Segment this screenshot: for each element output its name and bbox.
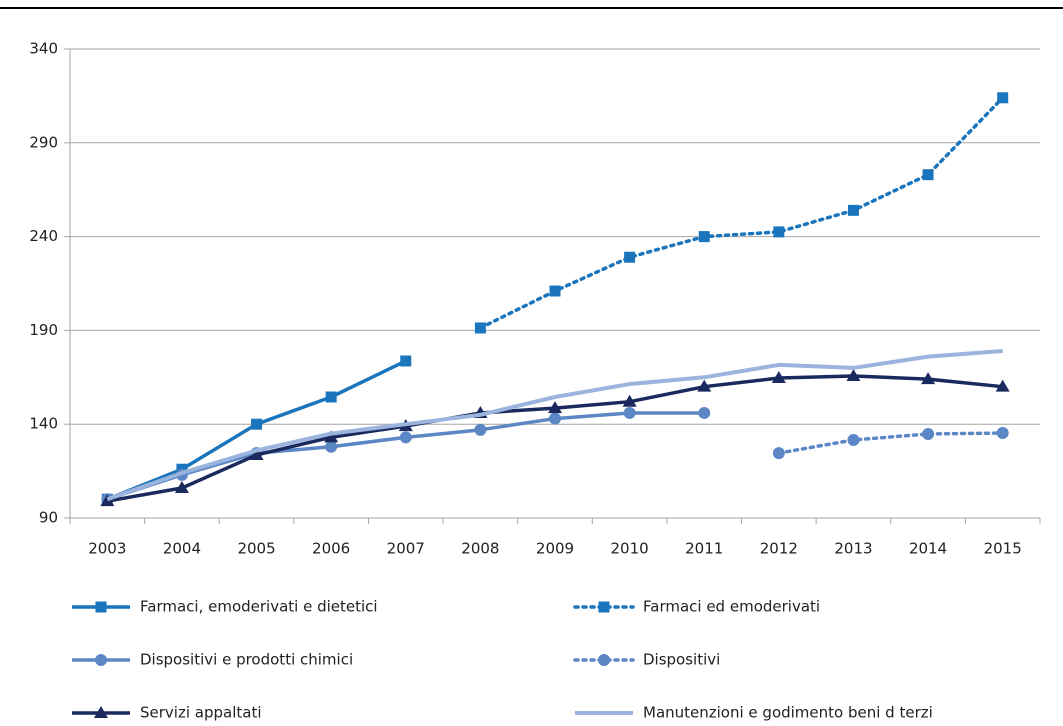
data-point — [549, 285, 561, 297]
series-line — [777, 431, 1005, 455]
legend-label: Farmaci ed emoderivati — [643, 598, 820, 616]
data-point — [549, 412, 561, 425]
x-tick-label: 2003 — [88, 540, 126, 558]
legend-marker — [598, 654, 610, 666]
data-point — [400, 355, 412, 367]
data-point — [773, 226, 785, 238]
y-tick-label: 240 — [29, 227, 58, 245]
data-point — [922, 169, 934, 181]
legend-marker — [95, 601, 107, 613]
x-tick-label: 2011 — [685, 540, 723, 558]
y-tick-label: 290 — [29, 133, 58, 151]
data-point — [997, 92, 1009, 104]
legend-marker — [94, 706, 108, 718]
data-point — [921, 372, 936, 385]
data-point — [324, 430, 339, 443]
data-point — [624, 251, 636, 263]
data-point — [174, 480, 189, 493]
x-tick-label: 2006 — [312, 540, 350, 558]
legend-marker — [598, 601, 610, 613]
data-point — [474, 423, 487, 436]
x-tick-label: 2015 — [984, 540, 1022, 558]
data-point — [325, 440, 338, 453]
data-point — [698, 406, 711, 419]
legend-label: Dispositivi e prodotti chimici — [140, 651, 353, 669]
data-point — [622, 394, 637, 407]
data-point — [548, 401, 562, 414]
data-point — [100, 494, 115, 507]
y-tick-label: 90 — [39, 509, 58, 527]
data-point — [922, 427, 935, 440]
x-tick-label: 2008 — [461, 540, 499, 558]
data-point — [325, 391, 337, 403]
y-tick-label: 340 — [29, 40, 58, 58]
data-point — [771, 371, 786, 384]
data-point — [772, 447, 785, 460]
x-tick-label: 2012 — [760, 540, 798, 558]
data-point — [847, 433, 860, 446]
x-tick-label: 2007 — [387, 540, 425, 558]
data-point — [847, 204, 859, 216]
x-tick-label: 2009 — [536, 540, 574, 558]
legend-label: Servizi appaltati — [140, 704, 262, 722]
data-point — [697, 379, 712, 392]
y-tick-label: 190 — [29, 321, 58, 339]
y-tick-label: 140 — [29, 415, 58, 433]
x-tick-label: 2010 — [611, 540, 649, 558]
legend-label: Farmaci, emoderivati e dietetici — [140, 598, 378, 616]
data-point — [249, 447, 264, 460]
x-tick-label: 2005 — [237, 540, 275, 558]
data-point — [399, 431, 412, 444]
data-point — [251, 418, 263, 430]
data-point — [474, 322, 486, 334]
series-line — [106, 349, 1003, 502]
data-point — [995, 379, 1010, 392]
x-tick-label: 2014 — [909, 540, 947, 558]
series-line — [478, 96, 1005, 330]
legend-label: Dispositivi — [643, 651, 720, 669]
legend-label: Manutenzioni e godimento beni d terzi — [643, 704, 933, 722]
data-point — [846, 368, 861, 381]
data-point — [623, 406, 636, 419]
data-point — [698, 231, 710, 243]
legend-marker — [95, 654, 107, 666]
x-tick-label: 2013 — [834, 540, 872, 558]
x-tick-label: 2004 — [163, 540, 201, 558]
data-point — [996, 427, 1009, 440]
